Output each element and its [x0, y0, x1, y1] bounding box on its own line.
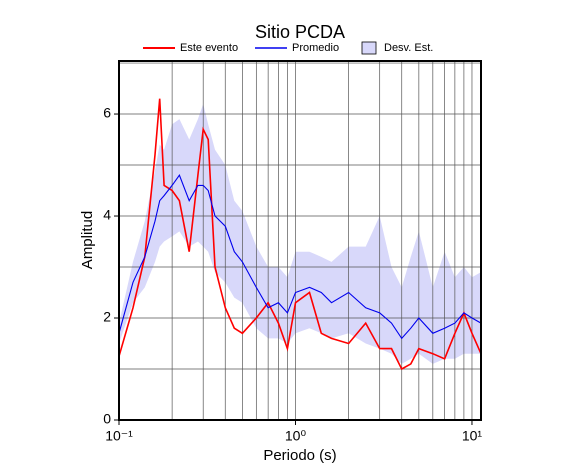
legend-swatch: [361, 41, 377, 55]
x-tick-label: 10⁰: [285, 428, 307, 444]
x-axis-label: Periodo (s): [263, 447, 336, 464]
y-tick-label: 0: [103, 411, 111, 427]
series-line: [118, 98, 482, 371]
y-axis-label: Amplitud: [79, 211, 96, 269]
plot-frame: [118, 60, 482, 421]
series-line: [118, 174, 482, 340]
y-tick-label: 6: [103, 105, 111, 121]
x-tick-label: 10¹: [462, 428, 483, 444]
x-tick-label: 10⁻¹: [105, 428, 133, 444]
y-tick-label: 2: [103, 309, 111, 325]
chart-title: Sitio PCDA: [255, 22, 345, 42]
y-tick-label: 4: [103, 207, 111, 223]
legend-label: Desv. Est.: [384, 42, 433, 54]
std-band: [119, 103, 481, 364]
legend-label: Este evento: [180, 42, 238, 54]
legend-label: Promedio: [292, 42, 339, 54]
